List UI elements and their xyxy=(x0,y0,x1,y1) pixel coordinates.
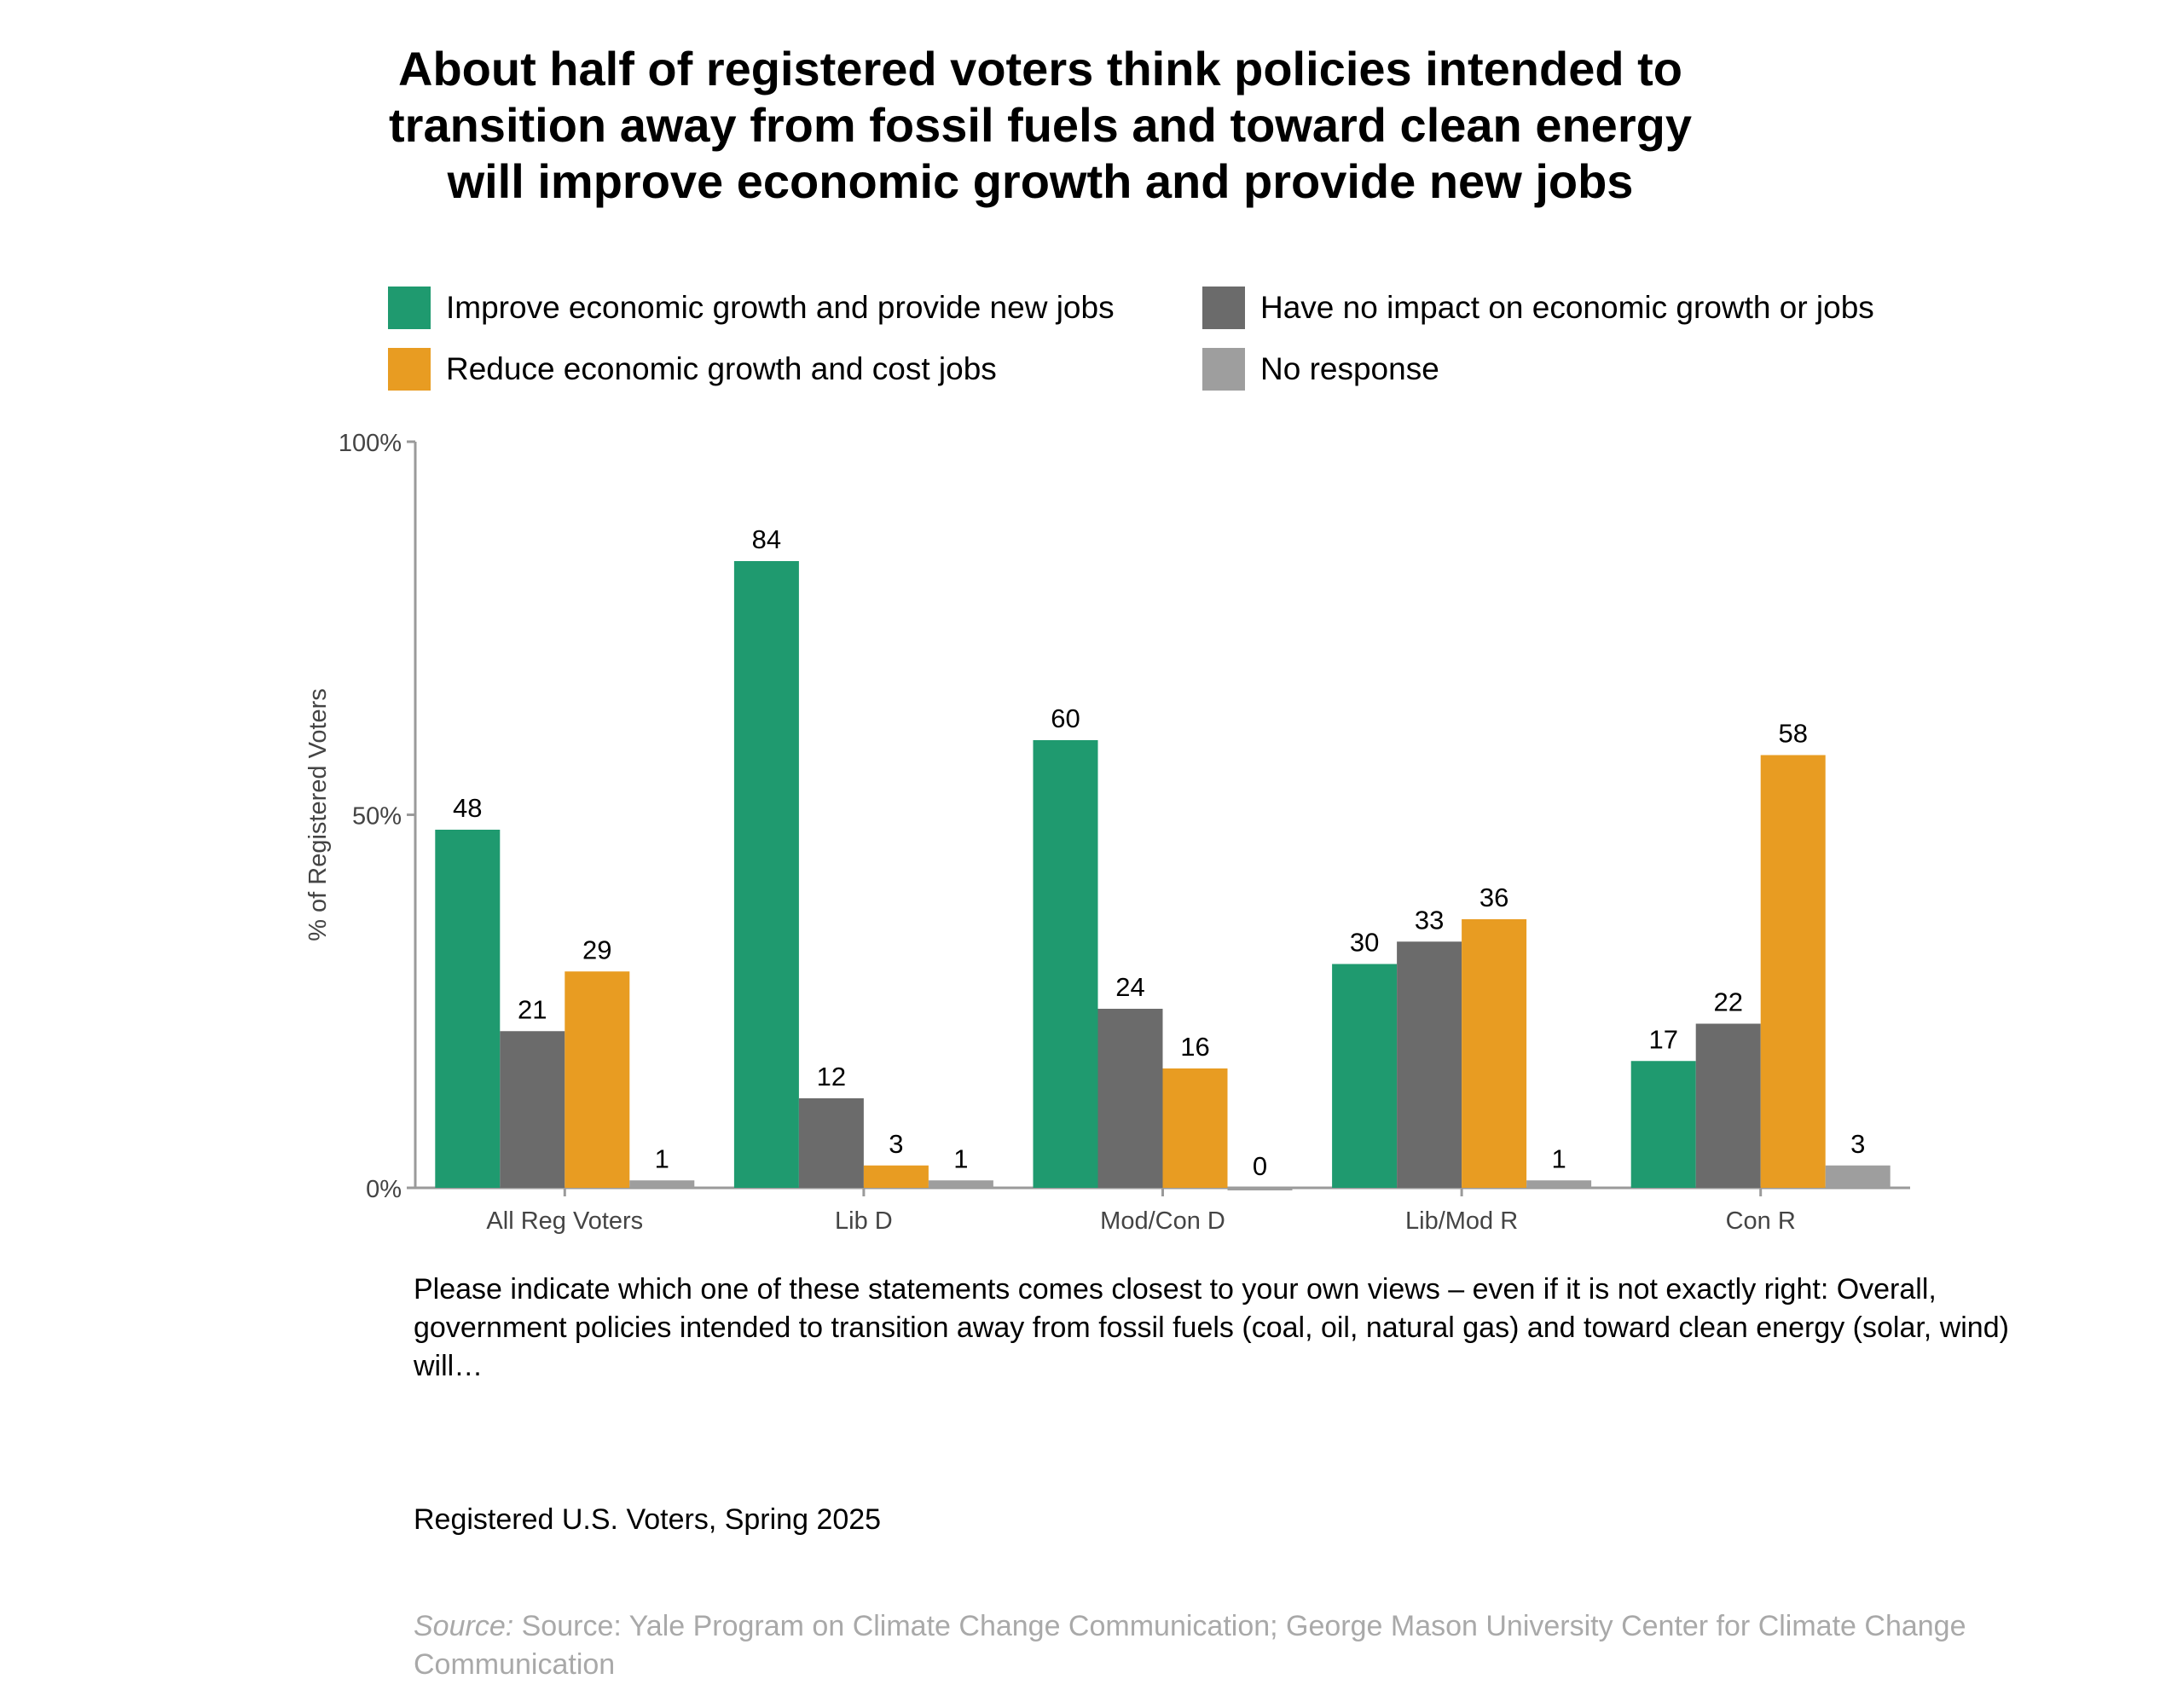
bar xyxy=(863,1165,929,1188)
bar-value-label: 36 xyxy=(1479,883,1508,912)
bar-value-label: 21 xyxy=(518,994,547,1024)
bar xyxy=(1462,919,1527,1188)
source-note: Source: Source: Yale Program on Climate … xyxy=(414,1607,2170,1684)
legend-swatch xyxy=(1202,348,1245,391)
legend-item-no-impact: Have no impact on economic growth or job… xyxy=(1202,286,1874,330)
bar xyxy=(1397,941,1462,1188)
bar-value-label: 24 xyxy=(1115,972,1144,1002)
x-tick-label: Lib/Mod R xyxy=(1405,1207,1518,1235)
legend-swatch xyxy=(1202,287,1245,329)
bar-value-label: 3 xyxy=(889,1129,903,1159)
legend-item-improve: Improve economic growth and provide new … xyxy=(388,286,1115,330)
bar-value-label: 22 xyxy=(1713,987,1742,1017)
y-tick-label: 50% xyxy=(352,803,402,831)
bar xyxy=(629,1180,695,1188)
bar xyxy=(1695,1023,1761,1188)
bar-value-label: 30 xyxy=(1350,928,1379,958)
bar-value-label: 84 xyxy=(752,524,781,554)
bar xyxy=(1825,1165,1891,1188)
bar xyxy=(1227,1188,1293,1190)
bar-value-label: 48 xyxy=(453,793,482,823)
legend-item-no-response: No response xyxy=(1202,347,1439,391)
bar-value-label: 60 xyxy=(1051,703,1080,733)
legend-item-reduce: Reduce economic growth and cost jobs xyxy=(388,347,997,391)
bar xyxy=(798,1098,864,1188)
bar-chart: 0% 50% 100% % of Registered Voters 48 21 29 1 Al… xyxy=(304,430,1910,1235)
chart-title-line: transition away from fossil fuels and to… xyxy=(389,98,1692,152)
survey-question: Please indicate which one of these state… xyxy=(414,1273,2009,1382)
bar xyxy=(1630,1061,1696,1188)
source-label: Source: xyxy=(414,1610,514,1642)
bar-value-label: 16 xyxy=(1180,1032,1209,1062)
bar-value-label: 12 xyxy=(817,1062,846,1091)
bar xyxy=(1526,1180,1592,1188)
chart-title-line: will improve economic growth and provide… xyxy=(447,154,1634,208)
y-axis-title: % of Registered Voters xyxy=(304,688,332,941)
y-tick-label: 100% xyxy=(339,430,402,457)
bar-value-label: 17 xyxy=(1648,1024,1677,1054)
bar-value-label: 33 xyxy=(1415,905,1444,935)
legend-label: No response xyxy=(1260,351,1439,386)
bar xyxy=(1033,740,1098,1188)
legend-swatch xyxy=(388,348,431,391)
legend-label: Improve economic growth and provide new … xyxy=(446,290,1115,325)
x-tick-label: Lib D xyxy=(835,1207,893,1235)
bar-value-label: 3 xyxy=(1850,1129,1865,1159)
bar xyxy=(928,1180,993,1188)
bar xyxy=(435,830,501,1188)
bar xyxy=(1332,964,1398,1188)
x-tick-label: Con R xyxy=(1726,1207,1796,1235)
bar-value-label: 1 xyxy=(655,1143,669,1173)
legend-swatch xyxy=(388,287,431,329)
bar xyxy=(733,561,799,1188)
source-text: Source: Yale Program on Climate Change C… xyxy=(414,1610,1966,1681)
x-tick-label: Mod/Con D xyxy=(1100,1207,1225,1235)
bar xyxy=(1097,1009,1163,1188)
bar xyxy=(1162,1068,1228,1188)
population-note: Registered U.S. Voters, Spring 2025 xyxy=(414,1503,882,1536)
chart-title: About half of registered voters think po… xyxy=(290,41,1791,210)
chart-legend: Improve economic growth and provide new … xyxy=(388,286,2008,414)
y-tick-label: 0% xyxy=(366,1176,402,1203)
bar xyxy=(565,971,630,1188)
x-tick-label: All Reg Voters xyxy=(486,1207,643,1235)
bar xyxy=(500,1031,565,1188)
bar-value-label: 1 xyxy=(1551,1143,1566,1173)
legend-label: Have no impact on economic growth or job… xyxy=(1260,290,1874,325)
legend-label: Reduce economic growth and cost jobs xyxy=(446,351,997,386)
chart-title-line: About half of registered voters think po… xyxy=(398,42,1682,96)
bar-value-label: 29 xyxy=(582,935,611,964)
bar xyxy=(1760,755,1826,1188)
bar-value-label: 1 xyxy=(953,1143,968,1173)
bar-value-label: 58 xyxy=(1778,719,1807,749)
bar-value-label: 0 xyxy=(1253,1151,1267,1181)
